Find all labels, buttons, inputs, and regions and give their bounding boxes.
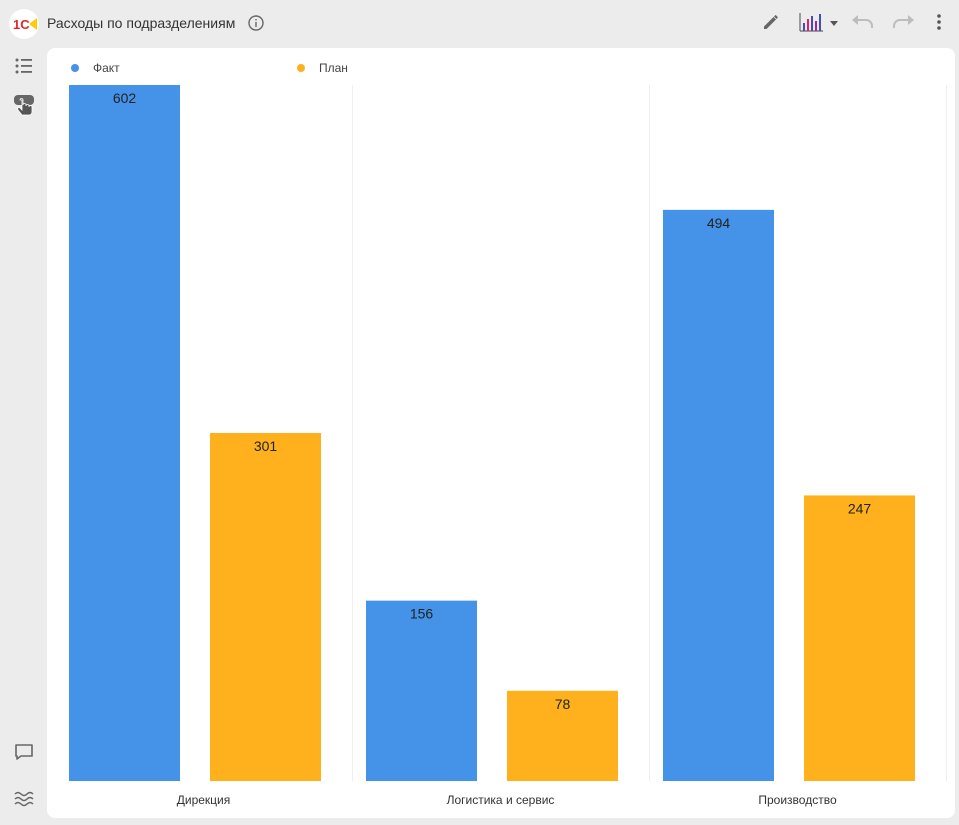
redo-icon (891, 14, 915, 35)
data-label: 494 (707, 215, 731, 231)
undo-icon (851, 14, 875, 35)
touch-hand-icon (13, 94, 35, 123)
more-vert-icon (936, 13, 942, 36)
layers-button[interactable] (12, 789, 36, 813)
legend-label-fact: Факт (93, 61, 120, 75)
pencil-icon (762, 13, 780, 36)
legend-swatch-plan (297, 64, 305, 72)
bar[interactable] (804, 495, 915, 781)
legend-label-plan: План (319, 61, 348, 75)
settings-list-button[interactable] (12, 56, 36, 80)
page-title: Расходы по подразделениям (47, 15, 236, 31)
data-label: 156 (410, 606, 434, 622)
list-settings-icon (14, 57, 34, 80)
data-label: 602 (113, 90, 137, 106)
chart-type-button[interactable] (797, 12, 825, 36)
category-label: Производство (758, 793, 837, 807)
data-label: 301 (254, 438, 278, 454)
data-label: 78 (555, 696, 571, 712)
caret-down-icon (829, 15, 839, 33)
redo-button[interactable] (891, 12, 915, 36)
edit-button[interactable] (759, 12, 783, 36)
category-label: Логистика и сервис (447, 793, 555, 807)
data-label: 247 (848, 500, 872, 516)
more-button[interactable] (927, 12, 951, 36)
undo-button[interactable] (851, 12, 875, 36)
top-bar: 1С Расходы по подразделениям (0, 0, 959, 48)
category-label: Дирекция (177, 793, 231, 807)
bar-chart-icon (798, 11, 824, 38)
bar[interactable] (663, 209, 774, 782)
legend-item-plan[interactable]: План (297, 60, 348, 76)
waves-icon (14, 790, 34, 813)
info-icon[interactable] (248, 15, 264, 31)
touch-mode-button[interactable] (12, 94, 36, 123)
chart-panel: Факт План 602 301 Дирекция 156 78 Логистика и… (47, 48, 955, 818)
chart-type-dropdown[interactable] (826, 12, 842, 36)
bar-chart: 602 301 Дирекция 156 78 Логистика и сервис 494… (69, 85, 947, 807)
bar[interactable] (210, 433, 321, 781)
legend-item-fact[interactable]: Факт (71, 60, 120, 76)
comment-icon (14, 743, 34, 766)
bar[interactable] (507, 690, 618, 781)
bar[interactable] (69, 85, 180, 781)
legend-swatch-fact (71, 64, 79, 72)
comments-button[interactable] (12, 742, 36, 766)
svg-text:1С: 1С (13, 17, 30, 32)
left-toolbar (0, 48, 47, 825)
app-logo[interactable]: 1С (9, 9, 39, 39)
bar[interactable] (366, 600, 477, 781)
